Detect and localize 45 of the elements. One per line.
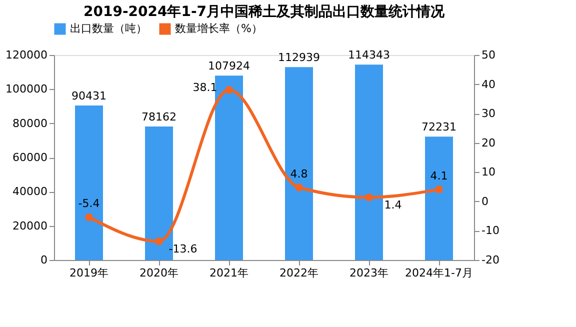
x-tick-label: 2019年 [70, 266, 108, 280]
y2-tick-label: 0 [482, 194, 488, 208]
y2-tick-label: 10 [482, 166, 496, 179]
point [365, 193, 373, 202]
y2-tick-label: 50 [482, 48, 496, 62]
y-tick-label: 60000 [12, 151, 48, 164]
bar [285, 67, 313, 260]
y-tick-label: 100000 [6, 82, 48, 96]
point [435, 186, 443, 194]
data-label: 90431 [72, 90, 106, 103]
y2-tick-label: 30 [482, 107, 496, 120]
data-label: 72231 [422, 120, 456, 134]
x-tick-label: 2020年 [140, 266, 178, 280]
x-tick-label: 2022年 [280, 266, 318, 280]
chart-title: 2019-2024年1-7月中国稀土及其制品出口数量统计情况 [83, 3, 446, 20]
y-tick-label: 120000 [6, 48, 48, 62]
point [155, 237, 163, 246]
data-label: 78162 [142, 110, 176, 124]
y2-tick-label: -10 [482, 224, 500, 238]
bar [425, 136, 453, 260]
y-tick-label: 80000 [12, 116, 48, 130]
x-tick-label: 2023年 [350, 266, 388, 280]
y2-tick-label: -20 [482, 254, 500, 266]
y2-tick-label: 40 [482, 78, 496, 91]
bar [75, 106, 103, 260]
data-label: 114343 [348, 48, 390, 62]
x-tick-label: 2024年1-7月 [405, 266, 473, 280]
data-label: 112939 [278, 51, 320, 64]
bar [355, 64, 383, 260]
bar [215, 76, 243, 260]
data-label: -5.4 [78, 197, 100, 210]
data-label: 4.8 [290, 167, 308, 180]
data-label: 4.1 [430, 169, 448, 182]
y2-tick-label: 20 [482, 136, 496, 150]
x-tick-label: 2021年 [210, 266, 248, 280]
point [85, 213, 93, 222]
point [225, 86, 233, 94]
y-tick-label: 20000 [12, 219, 48, 232]
y-tick-label: 0 [40, 254, 48, 266]
data-label: 1.4 [384, 198, 402, 212]
legend-label: 出口数量（吨） [70, 22, 147, 35]
y-tick-label: 40000 [12, 185, 48, 198]
legend-label: 数量增长率（%） [175, 22, 262, 35]
data-label: 107924 [208, 60, 250, 73]
point [295, 184, 303, 192]
